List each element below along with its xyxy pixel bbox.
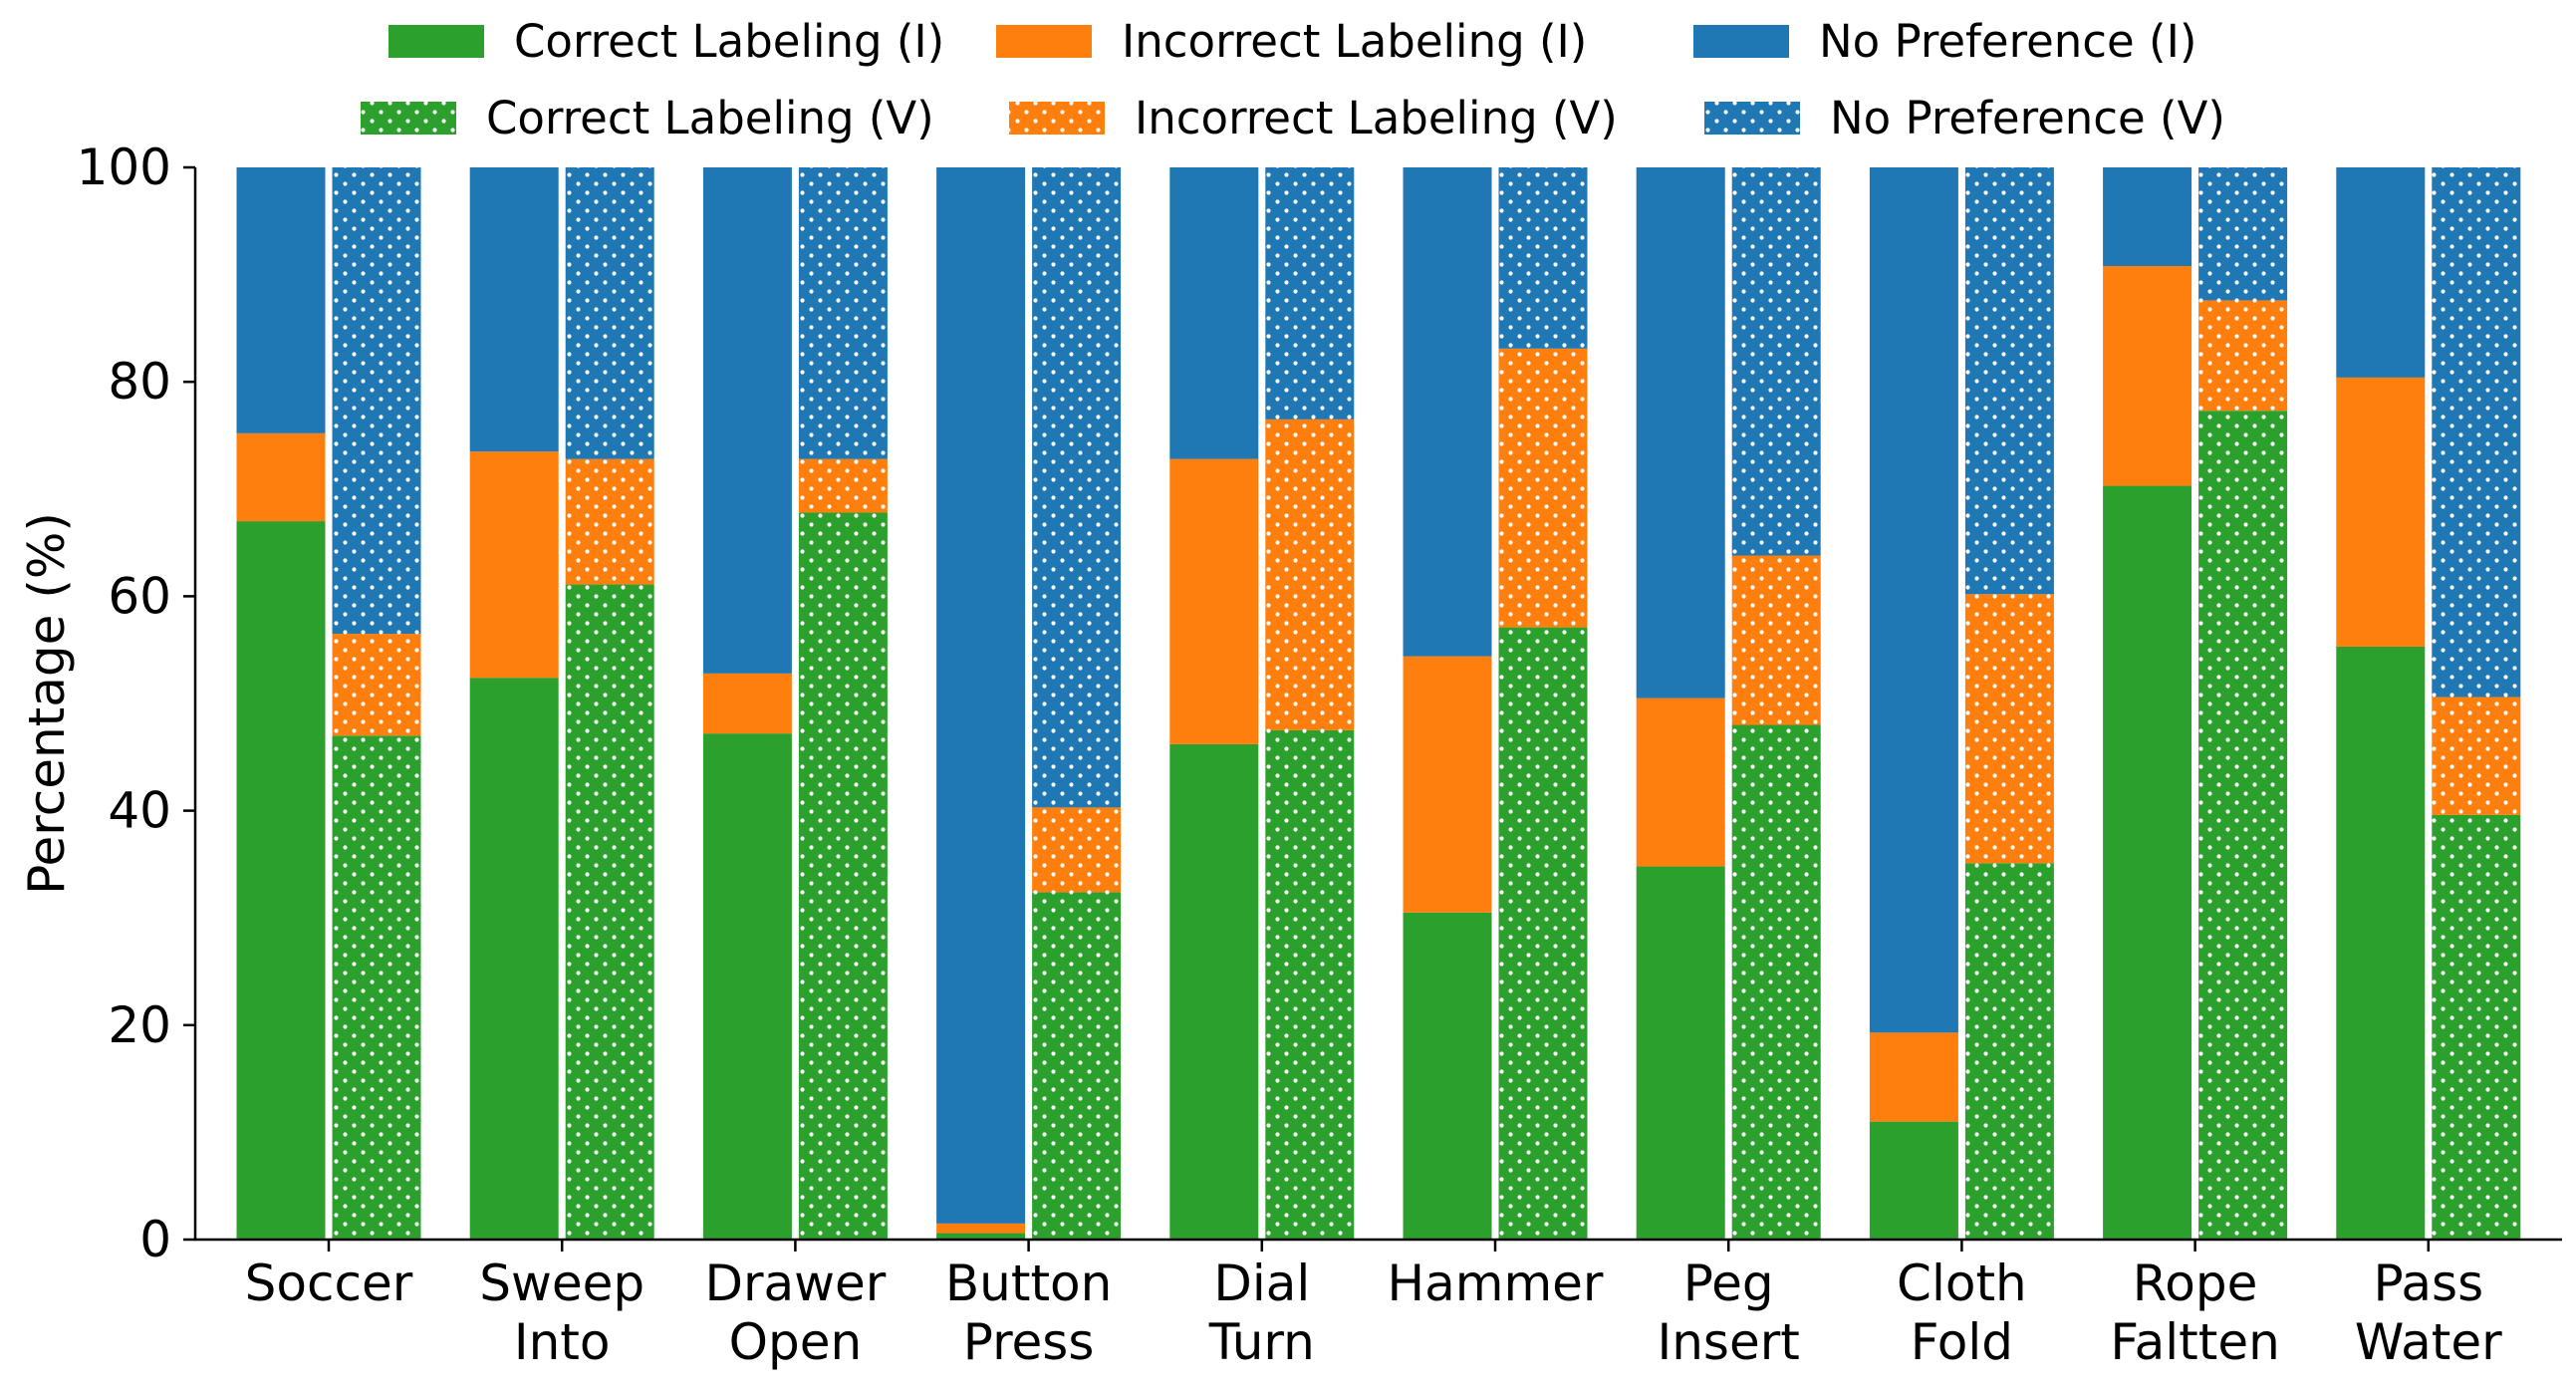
- bar-no-preference-i-rope-faltten: [2103, 167, 2192, 266]
- legend-swatch-incorrect-labeling-i: [996, 25, 1092, 58]
- bar-no-preference-i-peg-insert: [1636, 167, 1725, 698]
- bar-incorrect-labeling-i-rope-faltten: [2103, 265, 2192, 486]
- bar-no-preference-i-soccer: [236, 167, 326, 433]
- legend-swatch-correct-labeling-v: [361, 102, 456, 135]
- bar-correct-labeling-i-button-press: [936, 1233, 1026, 1240]
- bar-incorrect-labeling-i-peg-insert: [1636, 697, 1725, 867]
- bar-no-preference-v-sweep-into: [565, 167, 654, 459]
- y-tick-label: 20: [108, 996, 171, 1054]
- bar-correct-labeling-i-peg-insert: [1636, 866, 1725, 1240]
- x-tick-label-soccer: Soccer: [245, 1255, 413, 1312]
- bar-incorrect-labeling-v-rope-faltten: [2198, 300, 2288, 412]
- bar-no-preference-i-drawer-open: [702, 167, 792, 674]
- bar-incorrect-labeling-i-cloth-fold: [1869, 1032, 1958, 1122]
- bar-correct-labeling-v-button-press: [1032, 892, 1122, 1240]
- bar-correct-labeling-v-sweep-into: [565, 584, 654, 1240]
- bar-incorrect-labeling-v-hammer: [1498, 348, 1588, 628]
- bar-no-preference-v-hammer: [1498, 167, 1588, 349]
- bar-no-preference-i-pass-water: [2336, 167, 2426, 378]
- bar-incorrect-labeling-v-button-press: [1032, 807, 1122, 893]
- bar-no-preference-i-sweep-into: [469, 167, 559, 452]
- x-tick-label-hammer: Hammer: [1388, 1255, 1604, 1312]
- bar-correct-labeling-v-pass-water: [2432, 814, 2521, 1240]
- legend-swatch-correct-labeling-i: [388, 25, 484, 58]
- bar-correct-labeling-i-sweep-into: [469, 678, 559, 1240]
- bar-incorrect-labeling-v-drawer-open: [798, 458, 888, 513]
- bar-incorrect-labeling-v-pass-water: [2432, 697, 2521, 815]
- bar-incorrect-labeling-v-peg-insert: [1731, 555, 1821, 725]
- y-ticks: 0 20 40 60 80 100: [77, 139, 195, 1268]
- bar-no-preference-i-dial-turn: [1169, 167, 1259, 459]
- bar-incorrect-labeling-v-sweep-into: [565, 458, 654, 585]
- bar-incorrect-labeling-v-soccer: [332, 634, 421, 736]
- bar-incorrect-labeling-i-dial-turn: [1169, 458, 1259, 744]
- bar-correct-labeling-v-drawer-open: [798, 512, 888, 1240]
- bar-correct-labeling-v-hammer: [1498, 627, 1588, 1240]
- legend-label-incorrect-labeling-i: Incorrect Labeling (I): [1122, 15, 1587, 68]
- x-tick-label-cloth-fold: Cloth Fold: [1897, 1255, 2027, 1371]
- x-tick-label-peg-insert: Peg Insert: [1657, 1255, 1799, 1371]
- bar-correct-labeling-i-cloth-fold: [1869, 1121, 1958, 1240]
- y-axis-label: Percentage (%): [18, 512, 76, 895]
- x-tick-label-sweep-into: Sweep Into: [479, 1255, 644, 1371]
- bar-correct-labeling-i-dial-turn: [1169, 743, 1259, 1240]
- x-ticks: Soccer Sweep Into Drawer Open Button Press Dial…: [245, 1240, 2502, 1371]
- legend-swatch-no-preference-v: [1704, 102, 1800, 135]
- bars: [236, 167, 2521, 1240]
- bar-incorrect-labeling-i-button-press: [936, 1223, 1026, 1234]
- bar-correct-labeling-v-cloth-fold: [1964, 863, 2054, 1240]
- bar-no-preference-v-drawer-open: [798, 167, 888, 459]
- y-tick-label: 0: [139, 1211, 171, 1268]
- y-tick-label: 40: [108, 782, 171, 840]
- bar-incorrect-labeling-i-sweep-into: [469, 451, 559, 679]
- x-tick-label-pass-water: Pass Water: [2355, 1255, 2502, 1371]
- legend-label-incorrect-labeling-v: Incorrect Labeling (V): [1135, 92, 1618, 144]
- x-tick-label-button-press: Button Press: [945, 1255, 1112, 1371]
- bar-no-preference-i-hammer: [1403, 167, 1492, 657]
- x-tick-label-rope-faltten: Rope Faltten: [2110, 1255, 2279, 1371]
- bar-correct-labeling-v-peg-insert: [1731, 724, 1821, 1240]
- y-tick-label: 60: [108, 567, 171, 625]
- y-tick-label: 80: [108, 353, 171, 411]
- bar-no-preference-i-cloth-fold: [1869, 167, 1958, 1033]
- bar-incorrect-labeling-i-hammer: [1403, 656, 1492, 913]
- legend-label-correct-labeling-i: Correct Labeling (I): [514, 15, 944, 68]
- bar-no-preference-i-button-press: [936, 167, 1026, 1224]
- bar-incorrect-labeling-v-cloth-fold: [1964, 594, 2054, 864]
- bar-no-preference-v-dial-turn: [1265, 167, 1355, 419]
- bar-correct-labeling-i-hammer: [1403, 912, 1492, 1240]
- bar-correct-labeling-i-rope-faltten: [2103, 485, 2192, 1240]
- axes: 0 20 40 60 80 100 Soccer Sweep Into Drawer Open Bu…: [18, 139, 2562, 1371]
- bar-no-preference-v-cloth-fold: [1964, 167, 2054, 595]
- bar-correct-labeling-i-soccer: [236, 521, 326, 1240]
- bar-correct-labeling-i-pass-water: [2336, 646, 2426, 1240]
- bar-no-preference-v-peg-insert: [1731, 167, 1821, 556]
- bar-no-preference-v-soccer: [332, 167, 421, 635]
- bar-incorrect-labeling-v-dial-turn: [1265, 418, 1355, 730]
- x-tick-label-drawer-open: Drawer Open: [704, 1255, 886, 1371]
- bar-correct-labeling-v-rope-faltten: [2198, 411, 2288, 1240]
- bar-incorrect-labeling-i-pass-water: [2336, 377, 2426, 647]
- legend-label-correct-labeling-v: Correct Labeling (V): [486, 92, 934, 144]
- x-tick-label-dial-turn: Dial Turn: [1208, 1255, 1315, 1371]
- legend-swatch-incorrect-labeling-v: [1009, 102, 1105, 135]
- bar-incorrect-labeling-i-drawer-open: [702, 673, 792, 734]
- bar-no-preference-v-pass-water: [2432, 167, 2521, 697]
- bar-correct-labeling-i-drawer-open: [702, 733, 792, 1240]
- bar-incorrect-labeling-i-soccer: [236, 432, 326, 522]
- legend-label-no-preference-i: No Preference (I): [1819, 15, 2196, 68]
- bar-no-preference-v-rope-faltten: [2198, 167, 2288, 301]
- legend-label-no-preference-v: No Preference (V): [1830, 92, 2225, 144]
- bar-correct-labeling-v-soccer: [332, 735, 421, 1240]
- bar-no-preference-v-button-press: [1032, 167, 1122, 808]
- y-tick-label: 100: [77, 139, 171, 196]
- legend-swatch-no-preference-i: [1693, 25, 1789, 58]
- legend: Correct Labeling (I) Incorrect Labeling (…: [361, 15, 2225, 144]
- bar-correct-labeling-v-dial-turn: [1265, 729, 1355, 1240]
